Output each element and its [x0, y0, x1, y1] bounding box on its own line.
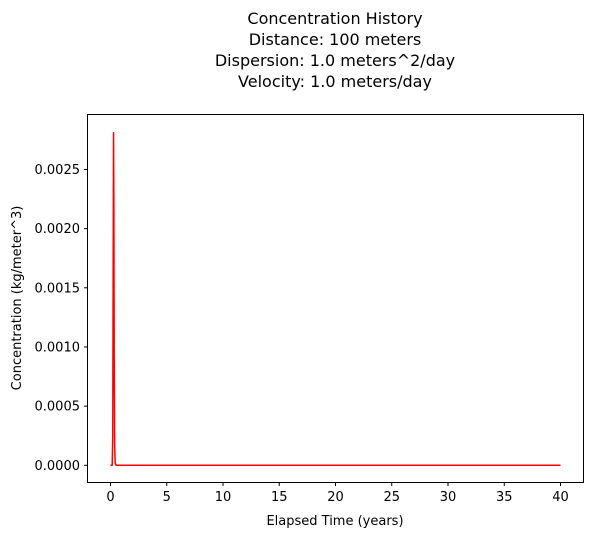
title-line-4: Velocity: 1.0 meters/day [238, 72, 432, 91]
y-tick-label: 0.0000 [35, 459, 81, 474]
x-tick-label: 30 [440, 490, 457, 505]
y-tick-label: 0.0015 [35, 281, 81, 296]
y-tick-label: 0.0025 [35, 163, 81, 178]
concentration-series-line [110, 132, 561, 467]
title-line-2: Distance: 100 meters [249, 30, 422, 49]
x-tick-label: 5 [163, 490, 171, 505]
x-tick-label: 10 [215, 490, 232, 505]
title-line-1: Concentration History [247, 9, 422, 28]
y-tick-label: 0.0005 [35, 400, 81, 415]
series-layer [110, 132, 561, 467]
x-tick-label: 25 [383, 490, 400, 505]
x-tick-label: 0 [106, 490, 114, 505]
title-line-3: Dispersion: 1.0 meters^2/day [215, 51, 455, 70]
x-tick-label: 40 [552, 490, 569, 505]
chart-title: Concentration History Distance: 100 mete… [215, 9, 455, 91]
y-axis-ticks: 0.0000 0.0005 0.0010 0.0015 0.0020 0.0025 [35, 163, 88, 474]
x-axis-label: Elapsed Time (years) [266, 514, 403, 529]
x-tick-label: 35 [496, 490, 513, 505]
y-tick-label: 0.0010 [35, 340, 81, 355]
y-axis-label: Concentration (kg/meter^3) [10, 206, 25, 391]
x-axis-ticks: 0 5 10 15 20 25 30 35 40 [106, 482, 569, 505]
x-tick-label: 15 [271, 490, 288, 505]
x-tick-label: 20 [327, 490, 344, 505]
y-tick-label: 0.0020 [35, 222, 81, 237]
